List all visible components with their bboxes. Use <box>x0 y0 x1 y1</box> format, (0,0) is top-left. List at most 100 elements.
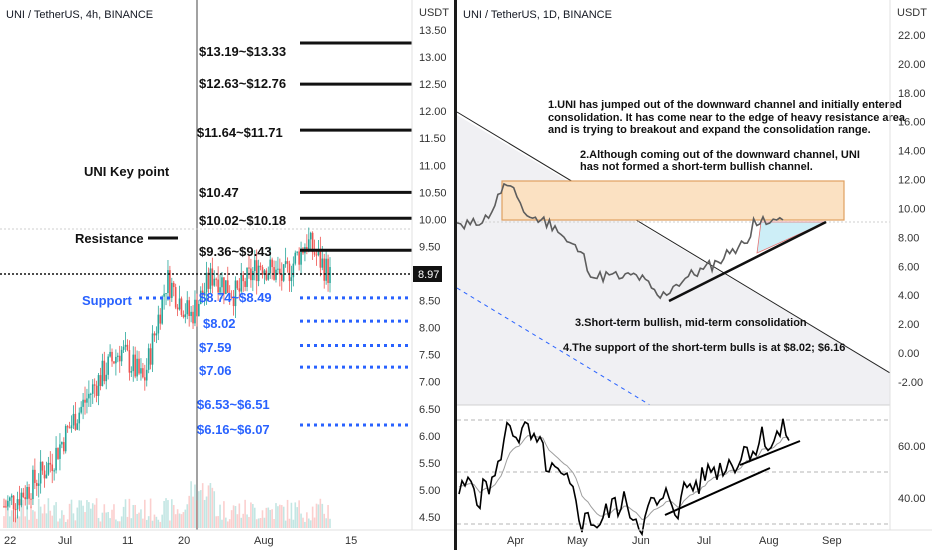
candle-body <box>221 277 223 288</box>
volume-bar <box>186 504 189 528</box>
candle-body <box>250 268 252 281</box>
candle-body <box>317 249 320 256</box>
volume-bar <box>28 519 30 528</box>
y-tick-label: 5.00 <box>419 485 440 497</box>
candle-body <box>290 277 293 282</box>
volume-bar <box>304 521 306 528</box>
volume-bar <box>53 505 55 528</box>
candle-body <box>307 239 310 250</box>
oscillator-tick-label: 40.00 <box>898 493 926 505</box>
volume-bar <box>271 509 273 528</box>
candle-body <box>201 290 204 296</box>
volume-bar <box>61 510 63 528</box>
volume-bar <box>219 504 221 528</box>
candle-body <box>82 399 84 407</box>
y-tick-label: 12.50 <box>419 79 447 91</box>
volume-bar <box>311 506 314 528</box>
candle-body <box>30 498 32 500</box>
candle-body <box>78 412 81 424</box>
y-tick-label: 10.00 <box>898 203 926 215</box>
candle-body <box>115 356 117 364</box>
resistance-level-label: $11.64~$11.71 <box>197 125 283 140</box>
key-point-label: UNI Key point <box>84 164 170 179</box>
volume-bar <box>24 516 27 528</box>
candle-body <box>113 361 115 364</box>
volume-bar <box>14 517 17 528</box>
candle-body <box>240 275 243 292</box>
candle-body <box>8 497 11 501</box>
candle-body <box>34 469 36 483</box>
candle-body <box>217 279 219 293</box>
candle-body <box>140 368 142 374</box>
candle-body <box>134 354 136 377</box>
candle-body <box>298 251 300 265</box>
volume-bar <box>76 507 79 528</box>
candle-body <box>263 270 266 275</box>
volume-bar <box>70 499 73 528</box>
support-level-label: $8.02 <box>203 316 236 331</box>
volume-bar <box>32 510 34 528</box>
short-term-trendline <box>668 220 827 303</box>
x-tick-label: Apr <box>507 535 524 547</box>
volume-bar <box>72 513 75 528</box>
volume-bar <box>298 500 300 528</box>
candle-body <box>207 272 210 289</box>
y-tick-label: 11.00 <box>419 160 446 172</box>
oscillator-trendline <box>739 440 801 466</box>
volume-bar <box>126 516 129 528</box>
volume-bar <box>292 519 295 528</box>
candle-body <box>93 384 96 386</box>
candle-body <box>28 486 30 499</box>
candle-body <box>124 344 127 347</box>
candle-body <box>147 348 150 370</box>
downward-channel-upper-line <box>456 111 891 374</box>
volume-bar <box>144 499 146 528</box>
left-currency-label: USDT <box>419 7 449 19</box>
y-tick-label: 9.50 <box>419 241 440 253</box>
volume-bar <box>142 518 144 528</box>
support-label: Support <box>82 293 132 308</box>
candle-body <box>232 297 235 307</box>
candle-body <box>45 474 48 479</box>
candle-body <box>186 300 189 315</box>
volume-bar <box>165 498 167 528</box>
volume-bar <box>199 490 202 528</box>
volume-bar <box>111 509 113 528</box>
y-tick-label: 7.50 <box>419 350 440 362</box>
candle-body <box>51 464 54 471</box>
candle-body <box>275 269 277 280</box>
volume-bar <box>213 491 216 528</box>
volume-bar <box>113 504 115 528</box>
volume-bar <box>306 512 308 528</box>
volume-bar <box>93 504 96 528</box>
candle-body <box>47 462 50 475</box>
candle-body <box>76 423 79 430</box>
volume-bar <box>35 518 38 528</box>
annotation-note-line: 2.Although coming out of the downward ch… <box>580 149 860 161</box>
candle-body <box>109 351 111 357</box>
candle-body <box>68 427 71 429</box>
candle-body <box>151 333 154 365</box>
volume-bar <box>288 518 291 528</box>
candle-body <box>138 358 140 374</box>
candle-body <box>188 300 190 317</box>
price-tag <box>413 266 442 282</box>
volume-bar <box>117 521 119 528</box>
candle-body <box>149 348 152 365</box>
candle-body <box>225 280 227 295</box>
volume-bar <box>325 518 327 528</box>
volume-bar <box>45 513 48 528</box>
volume-bar <box>273 519 275 528</box>
downward-channel-lower-line <box>456 287 651 406</box>
candle-body <box>325 258 327 281</box>
candle-body <box>176 307 179 310</box>
volume-bar <box>198 491 200 528</box>
resistance-level-label: $12.63~$12.76 <box>199 76 286 91</box>
candle-body <box>286 261 289 264</box>
volume-bar <box>176 509 179 528</box>
candle-body <box>72 413 75 426</box>
volume-bar <box>140 509 142 528</box>
volume-bar <box>223 501 225 528</box>
volume-bar <box>319 498 322 528</box>
candle-body <box>126 344 129 351</box>
